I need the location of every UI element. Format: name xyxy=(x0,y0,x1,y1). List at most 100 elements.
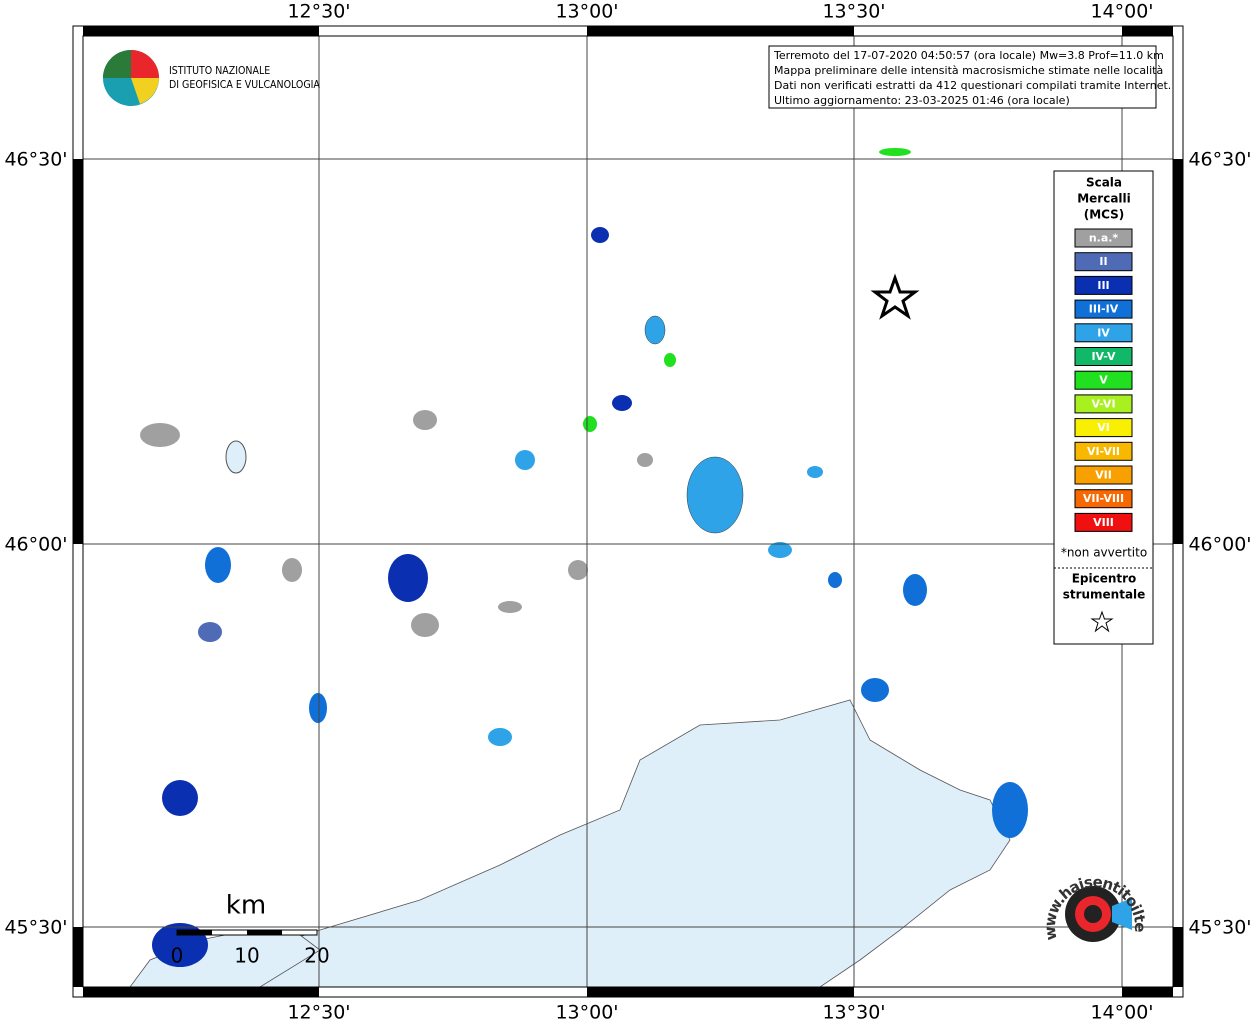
locality xyxy=(411,613,439,637)
legend-swatch xyxy=(1074,465,1133,485)
locality xyxy=(828,572,842,588)
legend-label: VII-VIII xyxy=(1083,492,1124,505)
legend-swatch xyxy=(1074,394,1133,414)
lon-label: 12°30' xyxy=(287,1,350,23)
locality xyxy=(309,693,327,723)
locality xyxy=(583,416,597,432)
frame-band xyxy=(587,26,854,36)
locality xyxy=(515,450,535,470)
legend-label: n.a.* xyxy=(1089,232,1119,245)
legend-label: V-VI xyxy=(1091,397,1115,410)
scale-tick: 10 xyxy=(234,944,259,968)
legend-swatch xyxy=(1074,347,1133,366)
locality xyxy=(637,453,653,467)
logo-segment xyxy=(131,50,159,78)
info-box: Terremoto del 17-07-2020 04:50:57 (ora l… xyxy=(768,45,1171,109)
legend-epicentre: Epicentro xyxy=(1072,572,1137,586)
legend-title: Scala xyxy=(1086,176,1122,190)
coordinate-labels: 12°30' 13°00' 13°30' 14°00' 12°30' 13°00… xyxy=(4,1,1251,1024)
lon-label: 13°30' xyxy=(822,1,885,23)
locality xyxy=(198,622,222,642)
legend-swatch xyxy=(1074,299,1133,319)
frame-band xyxy=(83,26,319,36)
locality xyxy=(413,410,437,430)
lat-label: 45°30' xyxy=(4,917,67,939)
legend-swatch xyxy=(1074,441,1133,461)
legend-note: *non avvertito xyxy=(1061,546,1147,560)
localities xyxy=(140,148,1028,967)
locality xyxy=(879,148,911,156)
logo-segment xyxy=(131,78,159,104)
scale-segment xyxy=(177,930,212,935)
frame-band xyxy=(587,987,854,997)
logo-segment xyxy=(103,50,131,78)
scale-tick: 0 xyxy=(171,944,184,968)
frame-band xyxy=(1122,987,1173,997)
lat-label: 46°30' xyxy=(4,149,67,171)
legend-title: Mercalli xyxy=(1077,192,1131,206)
lon-label: 13°00' xyxy=(555,1,618,23)
info-frame xyxy=(768,45,1157,109)
frame-band xyxy=(1122,26,1173,36)
lon-label: 14°00' xyxy=(1090,1,1153,23)
info-line: Ultimo aggiornamento: 23-03-2025 01:46 (… xyxy=(774,94,1070,107)
institute-logo: ISTITUTO NAZIONALE DI GEOFISICA E VULCAN… xyxy=(103,50,320,106)
locality xyxy=(903,574,927,606)
frame xyxy=(72,25,1184,998)
legend-swatch xyxy=(1074,489,1133,509)
info-line: Terremoto del 17-07-2020 04:50:57 (ora l… xyxy=(773,49,1164,62)
locality xyxy=(807,466,823,478)
frame-band xyxy=(73,927,83,987)
legend-epicentre: strumentale xyxy=(1063,588,1146,602)
locality xyxy=(664,353,676,367)
locality xyxy=(644,315,666,345)
epicentre-star xyxy=(870,273,920,320)
lon-label: 14°00' xyxy=(1090,1002,1153,1024)
locality xyxy=(686,456,744,534)
legend-star xyxy=(1090,610,1114,633)
legend-label: II xyxy=(1099,255,1107,268)
scale-tick: 20 xyxy=(304,944,329,968)
legend-swatch xyxy=(1074,275,1133,295)
watermark-disc xyxy=(1084,905,1102,923)
locality xyxy=(768,542,792,558)
legend-label: V xyxy=(1099,374,1108,387)
locality xyxy=(498,601,522,613)
lat-label: 46°00' xyxy=(4,534,67,556)
locality xyxy=(612,395,632,411)
lat-label: 46°00' xyxy=(1188,534,1251,556)
sea xyxy=(179,699,1011,988)
frame-band xyxy=(1173,159,1183,544)
locality xyxy=(162,780,198,816)
locality xyxy=(140,423,180,447)
legend-label: IV xyxy=(1097,326,1110,339)
locality xyxy=(992,782,1028,838)
locality xyxy=(861,678,889,702)
frame-band xyxy=(1173,927,1183,987)
scale-segment xyxy=(247,930,282,935)
legend-label: VII xyxy=(1095,469,1112,482)
scale-unit: km xyxy=(226,891,266,921)
institute-name: ISTITUTO NAZIONALE xyxy=(169,65,270,77)
legend-label: VI-VII xyxy=(1087,445,1120,458)
info-line: Dati non verificati estratti da 412 ques… xyxy=(774,79,1171,92)
legend-swatch xyxy=(1074,418,1133,438)
legend-title: (MCS) xyxy=(1084,208,1125,222)
legend-swatch xyxy=(1074,252,1133,272)
legend-swatch xyxy=(1074,512,1133,532)
legend-label: VI xyxy=(1097,421,1110,434)
lake xyxy=(225,440,247,474)
lat-label: 46°30' xyxy=(1188,149,1251,171)
info-line: Mappa preliminare delle intensità macros… xyxy=(774,64,1163,77)
lat-label: 45°30' xyxy=(1188,917,1251,939)
legend-label: VIII xyxy=(1093,516,1114,529)
locality xyxy=(282,558,302,582)
legend-swatch xyxy=(1074,228,1133,248)
locality xyxy=(568,560,588,580)
legend-swatch xyxy=(1074,323,1133,343)
scale-bar: km 0 10 20 xyxy=(171,891,330,968)
legend: Scala Mercalli (MCS) *non avvertito Epic… xyxy=(1053,170,1154,645)
locality xyxy=(205,547,231,583)
frame-band xyxy=(83,987,319,997)
